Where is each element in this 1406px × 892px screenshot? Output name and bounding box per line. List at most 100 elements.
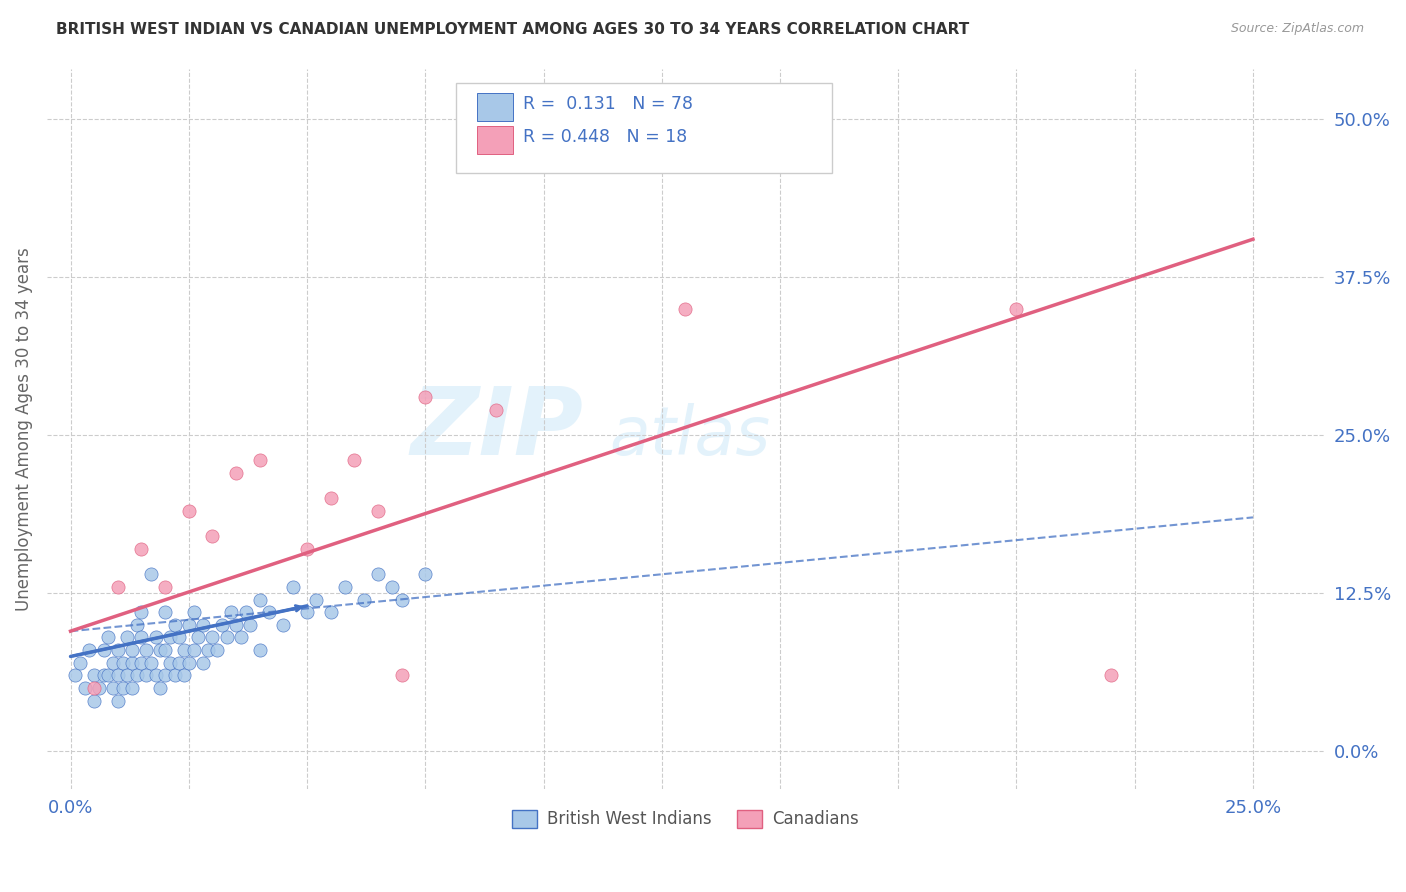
Point [391, 592, 413, 607]
Point [229, 631, 252, 645]
Point [211, 618, 233, 632]
Point [257, 605, 280, 619]
Point [69, 656, 91, 670]
Point [131, 605, 153, 619]
Point [131, 541, 153, 556]
Text: ZIP: ZIP [411, 383, 583, 475]
Point [139, 567, 162, 582]
Point [273, 618, 295, 632]
Point [139, 656, 162, 670]
Point [145, 631, 167, 645]
Point [187, 631, 209, 645]
Point [295, 541, 318, 556]
Point [367, 504, 389, 518]
Point [319, 605, 342, 619]
Point [169, 631, 191, 645]
Point [117, 668, 139, 682]
Point [205, 643, 228, 657]
Point [1005, 301, 1028, 316]
Point [111, 681, 134, 695]
Point [135, 643, 157, 657]
Point [121, 643, 143, 657]
Point [191, 618, 214, 632]
Point [295, 605, 318, 619]
Point [111, 656, 134, 670]
Point [169, 656, 191, 670]
Point [107, 668, 129, 682]
Point [153, 643, 176, 657]
Point [149, 681, 172, 695]
Point [305, 592, 328, 607]
Point [1099, 668, 1122, 682]
Point [225, 618, 247, 632]
Point [163, 618, 186, 632]
Text: BRITISH WEST INDIAN VS CANADIAN UNEMPLOYMENT AMONG AGES 30 TO 34 YEARS CORRELATI: BRITISH WEST INDIAN VS CANADIAN UNEMPLOY… [56, 22, 970, 37]
Point [201, 631, 224, 645]
Point [201, 529, 224, 543]
Point [107, 694, 129, 708]
Point [343, 453, 366, 467]
Point [485, 403, 508, 417]
Point [117, 631, 139, 645]
Point [177, 618, 200, 632]
Point [107, 580, 129, 594]
Point [131, 631, 153, 645]
Point [381, 580, 404, 594]
Point [367, 567, 389, 582]
Point [79, 643, 101, 657]
Text: atlas: atlas [609, 403, 770, 469]
Point [153, 605, 176, 619]
Point [191, 656, 214, 670]
Point [135, 668, 157, 682]
Point [145, 668, 167, 682]
Point [153, 668, 176, 682]
Point [225, 466, 247, 480]
Point [101, 681, 124, 695]
Point [249, 592, 271, 607]
Point [159, 631, 181, 645]
Point [87, 681, 110, 695]
Point [131, 656, 153, 670]
Point [177, 656, 200, 670]
Point [97, 631, 120, 645]
Point [125, 668, 148, 682]
Point [173, 668, 195, 682]
Point [183, 605, 205, 619]
Point [121, 656, 143, 670]
Point [121, 681, 143, 695]
Point [107, 643, 129, 657]
Text: Source: ZipAtlas.com: Source: ZipAtlas.com [1230, 22, 1364, 36]
Point [93, 643, 115, 657]
Point [391, 668, 413, 682]
Text: R =  0.131   N = 78: R = 0.131 N = 78 [523, 95, 693, 112]
Point [333, 580, 356, 594]
Point [249, 453, 271, 467]
Point [319, 491, 342, 506]
Point [159, 656, 181, 670]
Point [163, 668, 186, 682]
Point [93, 668, 115, 682]
Point [153, 580, 176, 594]
Point [413, 567, 436, 582]
Point [413, 390, 436, 404]
Point [83, 694, 105, 708]
Point [215, 631, 238, 645]
Y-axis label: Unemployment Among Ages 30 to 34 years: Unemployment Among Ages 30 to 34 years [15, 247, 32, 611]
Text: R = 0.448   N = 18: R = 0.448 N = 18 [523, 128, 688, 146]
Point [173, 643, 195, 657]
Legend: British West Indians, Canadians: British West Indians, Canadians [506, 803, 865, 835]
Point [239, 618, 262, 632]
Point [83, 668, 105, 682]
Point [101, 656, 124, 670]
Point [125, 618, 148, 632]
Point [83, 681, 105, 695]
Point [177, 504, 200, 518]
Point [235, 605, 257, 619]
Point [249, 643, 271, 657]
Point [97, 668, 120, 682]
Point [353, 592, 375, 607]
Point [149, 643, 172, 657]
FancyBboxPatch shape [477, 93, 513, 120]
Point [673, 301, 696, 316]
FancyBboxPatch shape [456, 83, 832, 173]
